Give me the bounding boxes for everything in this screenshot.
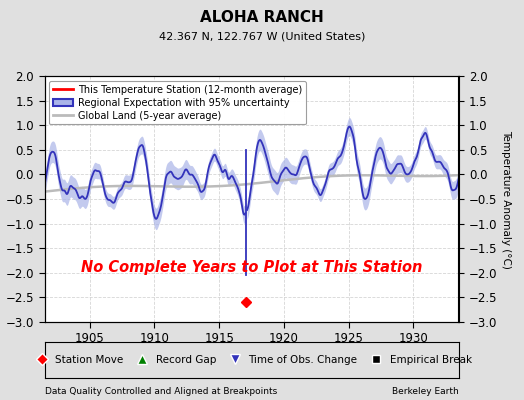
Y-axis label: Temperature Anomaly (°C): Temperature Anomaly (°C) [501, 130, 511, 268]
Text: Berkeley Earth: Berkeley Earth [392, 387, 458, 396]
Text: No Complete Years to Plot at This Station: No Complete Years to Plot at This Statio… [81, 260, 422, 275]
Text: Data Quality Controlled and Aligned at Breakpoints: Data Quality Controlled and Aligned at B… [45, 387, 277, 396]
Legend: This Temperature Station (12-month average), Regional Expectation with 95% uncer: This Temperature Station (12-month avera… [49, 81, 305, 124]
Text: ALOHA RANCH: ALOHA RANCH [200, 10, 324, 26]
Legend: Station Move, Record Gap, Time of Obs. Change, Empirical Break: Station Move, Record Gap, Time of Obs. C… [28, 352, 475, 368]
Text: 42.367 N, 122.767 W (United States): 42.367 N, 122.767 W (United States) [159, 32, 365, 42]
